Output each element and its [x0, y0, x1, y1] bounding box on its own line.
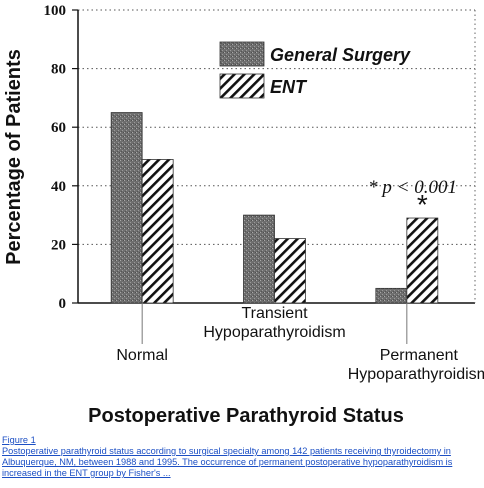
bar-ent-2 [406, 217, 439, 304]
bar-general-surgery-0 [110, 112, 143, 304]
y-tick-label: 100 [44, 3, 67, 19]
legend-label: ENT [270, 77, 308, 97]
y-tick-label: 80 [51, 62, 66, 78]
bar-general-surgery-1 [243, 214, 275, 304]
significance-asterisk: * [417, 189, 428, 220]
category-label: Hypoparathyroidism [348, 366, 484, 383]
legend: General Surgery ENT [219, 41, 411, 99]
category-label: Transient [241, 305, 308, 322]
figure-caption: Figure 1 Postoperative parathyroid statu… [2, 435, 482, 479]
bar-general-surgery-2 [375, 287, 408, 304]
y-tick-labels: 0 20 40 60 80 100 [44, 3, 78, 312]
significance-note: * p < 0.001 [368, 177, 457, 198]
category-label: Normal [116, 347, 168, 364]
y-tick-label: 20 [51, 237, 66, 253]
legend-swatch [219, 73, 265, 99]
y-axis-label: Percentage of Patients [3, 49, 25, 265]
category-label: Hypoparathyroidism [203, 324, 345, 341]
bars [110, 112, 439, 304]
legend-swatch [219, 41, 265, 67]
caption-text-link[interactable]: Postoperative parathyroid status accordi… [2, 446, 453, 478]
y-tick-label: 60 [51, 120, 66, 136]
bar-ent-1 [274, 238, 306, 304]
category-labels: Normal Transient Hypoparathyroidism Permane… [116, 302, 484, 383]
x-axis-label: Postoperative Parathyroid Status [88, 405, 404, 427]
y-tick-label: 0 [59, 296, 67, 312]
legend-label: General Surgery [270, 45, 411, 65]
bar-ent-0 [141, 159, 174, 304]
bar-chart: 0 20 40 60 80 100 Normal Transient Hypoparathyr… [3, 3, 484, 427]
y-tick-label: 40 [51, 179, 66, 195]
category-label: Permanent [380, 347, 459, 364]
figure-label-link[interactable]: Figure 1 [2, 435, 36, 445]
